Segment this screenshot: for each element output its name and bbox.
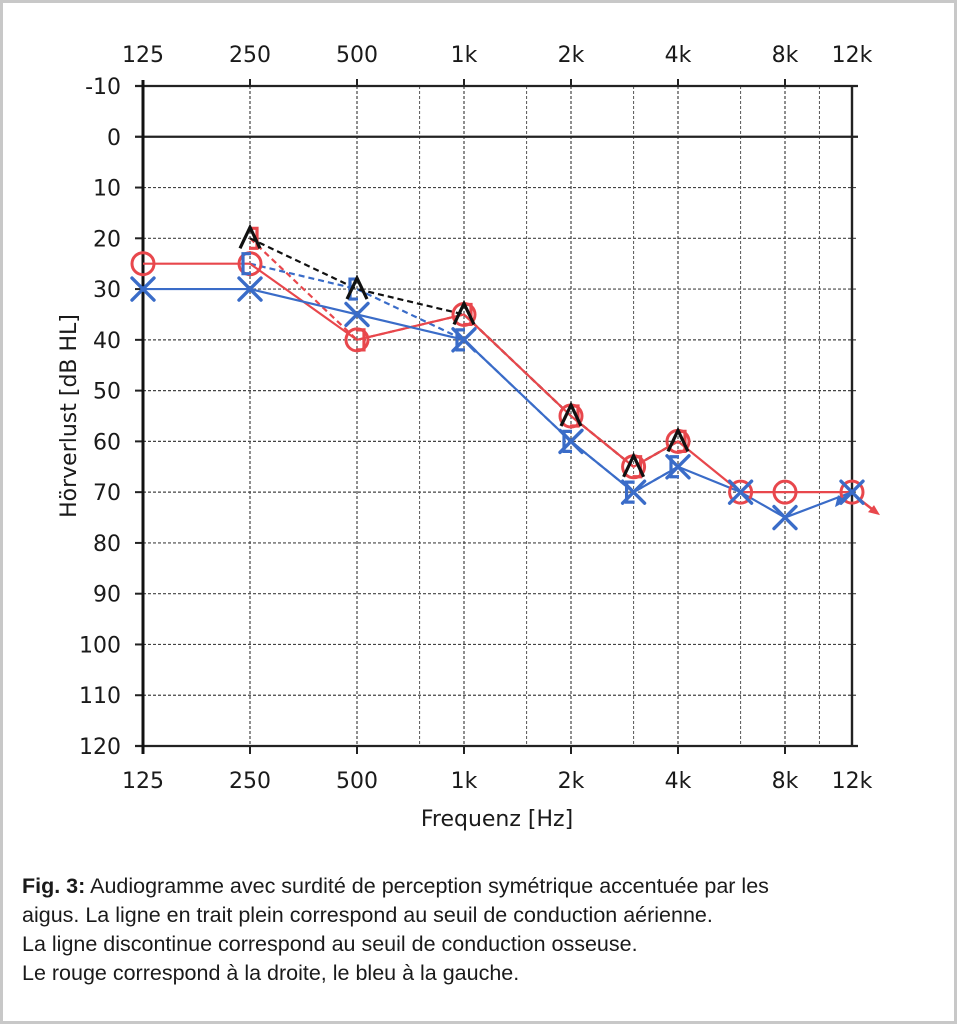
circle-marker <box>728 479 754 505</box>
x-marker <box>130 276 156 302</box>
caption-line-1: Fig. 3: Audiogramme avec surdité de perc… <box>22 872 922 901</box>
x-marker <box>344 301 370 328</box>
x-tick-label-bottom: 12k <box>832 769 873 794</box>
y-tick-label: 10 <box>93 177 121 202</box>
caption-text-1: Audiogramme avec surdité de perception s… <box>85 874 769 898</box>
x-tick-label-top: 12k <box>832 43 873 68</box>
x-marker <box>772 504 798 531</box>
y-tick-label: 120 <box>79 735 121 760</box>
left-bracket-marker <box>562 429 572 453</box>
x-axis-title: Frequenz [Hz] <box>421 807 573 832</box>
circle-marker <box>839 479 865 505</box>
left-bracket-marker <box>455 328 465 352</box>
caption-line-2: aigus. La ligne en trait plein correspon… <box>22 903 713 927</box>
y-tick-label: 40 <box>93 329 121 354</box>
y-tick-label: 100 <box>79 633 121 658</box>
caption-line-4: Le rouge correspond à la droite, le bleu… <box>22 961 520 985</box>
left-bracket-marker <box>241 252 251 276</box>
y-tick-label: 60 <box>93 430 121 455</box>
left-bracket-marker <box>624 480 635 504</box>
x-tick-label-top: 125 <box>122 43 164 68</box>
y-tick-label: 30 <box>93 278 121 303</box>
audiogram-chart: -100102030405060708090100110120125125250… <box>57 43 880 832</box>
caret-marker <box>345 274 369 300</box>
x-tick-label-top: 4k <box>665 43 692 68</box>
y-tick-label: -10 <box>85 75 121 100</box>
caret-marker <box>622 452 646 478</box>
left-bracket-marker <box>669 455 679 479</box>
caret-marker <box>452 299 476 326</box>
caret-marker <box>666 426 690 453</box>
x-tick-label-bottom: 2k <box>558 769 585 794</box>
tick-labels: -100102030405060708090100110120125125250… <box>79 43 873 794</box>
left-air-conduction-line <box>143 287 853 519</box>
y-axis-title: Hörverlust [dB HL] <box>57 314 82 518</box>
no-response-arrowhead-right <box>868 505 880 516</box>
y-tick-label: 0 <box>107 126 121 151</box>
no-response-arrowhead-left <box>835 495 846 508</box>
x-tick-label-top: 500 <box>336 43 378 68</box>
caption-line-3: La ligne discontinue correspond au seuil… <box>22 932 638 956</box>
x-tick-label-bottom: 500 <box>336 769 378 794</box>
circle-marker <box>130 251 156 277</box>
x-tick-label-top: 1k <box>451 43 478 68</box>
x-tick-label-bottom: 125 <box>122 769 164 794</box>
x-tick-label-bottom: 250 <box>229 769 271 794</box>
caption-label: Fig. 3: <box>22 874 86 898</box>
x-tick-label-bottom: 8k <box>772 769 799 794</box>
x-tick-label-top: 250 <box>229 43 271 68</box>
circle-marker <box>772 479 798 505</box>
right-air-conduction-line <box>143 262 852 494</box>
right-bracket-marker <box>356 328 366 352</box>
x-tick-label-bottom: 1k <box>451 769 478 794</box>
y-tick-label: 110 <box>79 684 121 709</box>
x-tick-label-bottom: 4k <box>665 769 692 794</box>
caret-marker <box>238 223 262 249</box>
x-tick-label-top: 2k <box>558 43 585 68</box>
axes <box>135 79 858 754</box>
y-tick-label: 70 <box>93 481 121 506</box>
figure-caption: Fig. 3: Audiogramme avec surdité de perc… <box>22 872 922 988</box>
caret-marker <box>559 401 583 427</box>
x-marker <box>839 479 865 505</box>
y-tick-label: 20 <box>93 227 121 252</box>
y-tick-label: 80 <box>93 532 121 557</box>
y-tick-label: 90 <box>93 583 121 608</box>
series <box>130 223 880 531</box>
x-tick-label-top: 8k <box>772 43 799 68</box>
y-tick-label: 50 <box>93 380 121 405</box>
x-marker <box>237 276 263 302</box>
grid <box>143 86 858 746</box>
x-marker <box>727 479 754 505</box>
